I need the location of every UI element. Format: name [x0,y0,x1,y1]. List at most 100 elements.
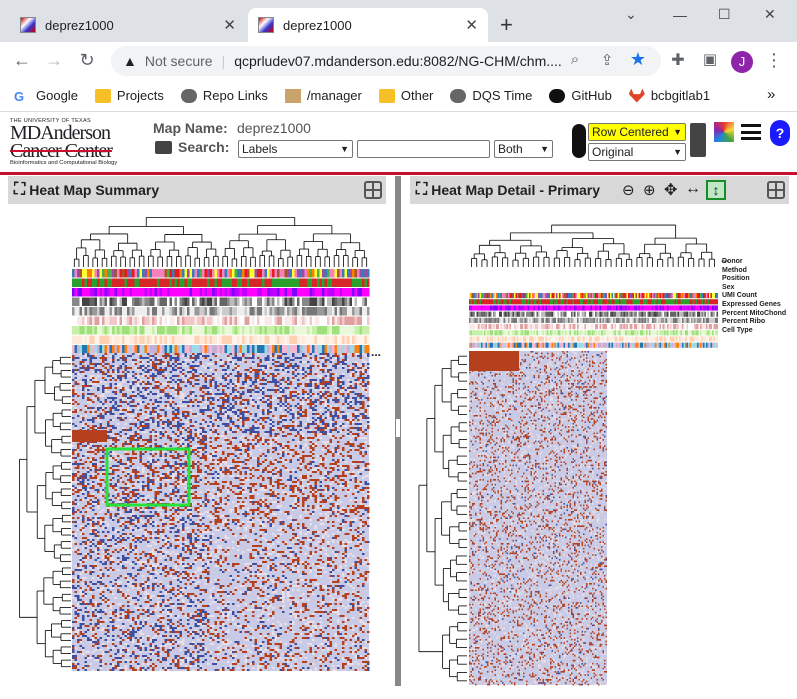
logo-line: Cancer Center [10,140,113,162]
zoom-out-icon[interactable]: ⊖ [622,182,635,199]
pdf-export-icon[interactable] [690,123,706,157]
covariate-label[interactable]: UMI Count [722,292,757,300]
vertical-fit-icon[interactable]: ↕ [706,180,726,200]
search-label: Search: [178,139,230,155]
chevron-down-icon: ▼ [673,147,682,157]
divider-handle[interactable] [396,419,400,437]
share-icon[interactable]: ⇪ [600,52,614,69]
covariate-label[interactable]: Method [722,266,747,274]
detail-heatmap[interactable] [469,351,715,686]
pan-icon[interactable]: ✥ [664,182,678,199]
side-panel-icon[interactable]: ▣ [702,51,718,68]
covariate-label[interactable]: Donor [722,258,743,265]
reload-icon[interactable]: ↻ [79,50,95,70]
logo-line: THE UNIVERSITY OF TEXAS [10,118,91,124]
bookmark-label: GitHub [571,88,612,103]
covariate-label[interactable]: Percent Ribo [722,318,766,326]
data-layer-value: Original [592,145,634,159]
summary-panel-header: ⛶ Heat Map Summary [8,176,386,204]
bookmark-repo-links[interactable]: Repo Links [180,88,268,103]
heatmap-favicon-icon [20,17,36,33]
heatmap-favicon-icon [258,17,274,33]
expand-icon[interactable]: ⛶ [14,181,26,198]
minimize-button[interactable]: — [673,7,687,23]
color-palette-icon[interactable] [714,122,734,142]
search-scope-value: Labels [242,142,278,156]
covariate-label[interactable]: Sex [722,283,735,291]
expand-icon[interactable]: ⛶ [416,181,428,198]
google-icon: G [14,88,25,104]
manager-icon [284,88,301,103]
tab-active[interactable]: deprez1000 ✕ [248,8,488,42]
summary-more-icon[interactable]: ... [371,345,382,359]
search-scope-select[interactable]: Labels ▼ [238,140,353,158]
hamburger-menu-icon[interactable] [741,124,761,140]
bookmark-other[interactable]: Other [378,88,433,103]
bookmark-label: Repo Links [202,88,268,103]
bookmark-manager[interactable]: /manager [284,88,362,103]
bookmarks-overflow-icon[interactable]: » [767,86,776,103]
map-name-label: Map Name: [153,120,228,136]
logo-line: MDAnderson [10,122,111,144]
layer-toggle[interactable] [572,124,586,158]
selection-box[interactable] [105,447,191,507]
search-axis-select[interactable]: Both ▼ [494,140,553,158]
bookmark-label: bcbgitlab1 [650,88,711,103]
detail-more-icon[interactable]: ... [721,254,730,265]
covariate-label[interactable]: Percent MitoChond [722,309,787,317]
covariate-label[interactable]: Position [722,275,750,283]
logo-line: Bioinformatics and Computational Biology [10,160,118,166]
globe-icon [450,88,467,103]
detail-heatmap-view[interactable] [405,205,720,687]
security-label: Not secure [144,53,213,69]
close-tab-icon[interactable]: ✕ [465,17,478,34]
separator: | [221,53,226,69]
bookmark-label: DQS Time [472,88,533,103]
window-dropdown-icon[interactable]: ⌄ [625,6,637,22]
chevron-down-icon: ▼ [340,144,349,154]
split-view-icon[interactable] [364,181,382,199]
folder-icon[interactable] [155,141,172,154]
browser-menu-icon[interactable]: ⋮ [765,50,783,70]
bookmark-google[interactable]: G Google [14,88,78,104]
back-icon[interactable]: ← [13,50,31,70]
profile-avatar[interactable]: J [731,51,753,73]
color-scheme-select[interactable]: Row Centered ▼ [588,123,686,141]
tab-inactive[interactable]: deprez1000 ✕ [10,8,246,42]
bookmark-label: Google [36,88,78,103]
bookmark-projects[interactable]: Projects [94,88,164,103]
github-icon [549,88,566,103]
summary-panel-title: Heat Map Summary [29,182,160,198]
bookmark-github[interactable]: GitHub [549,88,612,103]
split-view-icon[interactable] [767,181,785,199]
summary-heatmap-view[interactable] [8,205,388,675]
maximize-button[interactable]: ☐ [718,6,731,22]
search-input[interactable] [357,140,490,158]
data-layer-select[interactable]: Original ▼ [588,143,686,161]
bookmark-bcbgitlab1[interactable]: bcbgitlab1 [628,88,711,103]
warning-icon: ▲ [123,53,137,69]
covariate-label[interactable]: Cell Type [722,326,753,334]
covariate-label[interactable]: Expressed Genes [722,300,781,308]
address-bar[interactable]: ▲ Not secure | qcprludev07.mdanderson.ed… [111,46,661,76]
color-scheme-value: Row Centered [592,125,669,139]
chevron-down-icon: ▼ [673,127,682,137]
close-window-button[interactable]: ✕ [764,6,776,22]
folder-icon [378,88,395,103]
bookmark-label: Projects [116,88,164,103]
help-button[interactable]: ? [770,120,790,146]
bookmark-dqs-time[interactable]: DQS Time [450,88,532,103]
bookmark-star-icon[interactable]: ★ [629,49,647,69]
summary-heatmap[interactable] [72,353,370,671]
close-tab-icon[interactable]: ✕ [223,17,236,34]
extensions-icon[interactable]: ✚ [671,52,685,69]
zoom-icon[interactable]: ⌕ [570,51,580,68]
zoom-in-icon[interactable]: ⊕ [643,182,656,199]
summary-column-dendrogram [73,217,368,267]
gitlab-icon [628,88,645,103]
horizontal-fit-icon[interactable]: ↔ [685,180,701,197]
forward-icon[interactable]: → [45,50,63,70]
url-text[interactable]: qcprludev07.mdanderson.edu:8082/NG-CHM/c… [234,53,562,69]
new-tab-button[interactable]: + [500,12,513,37]
